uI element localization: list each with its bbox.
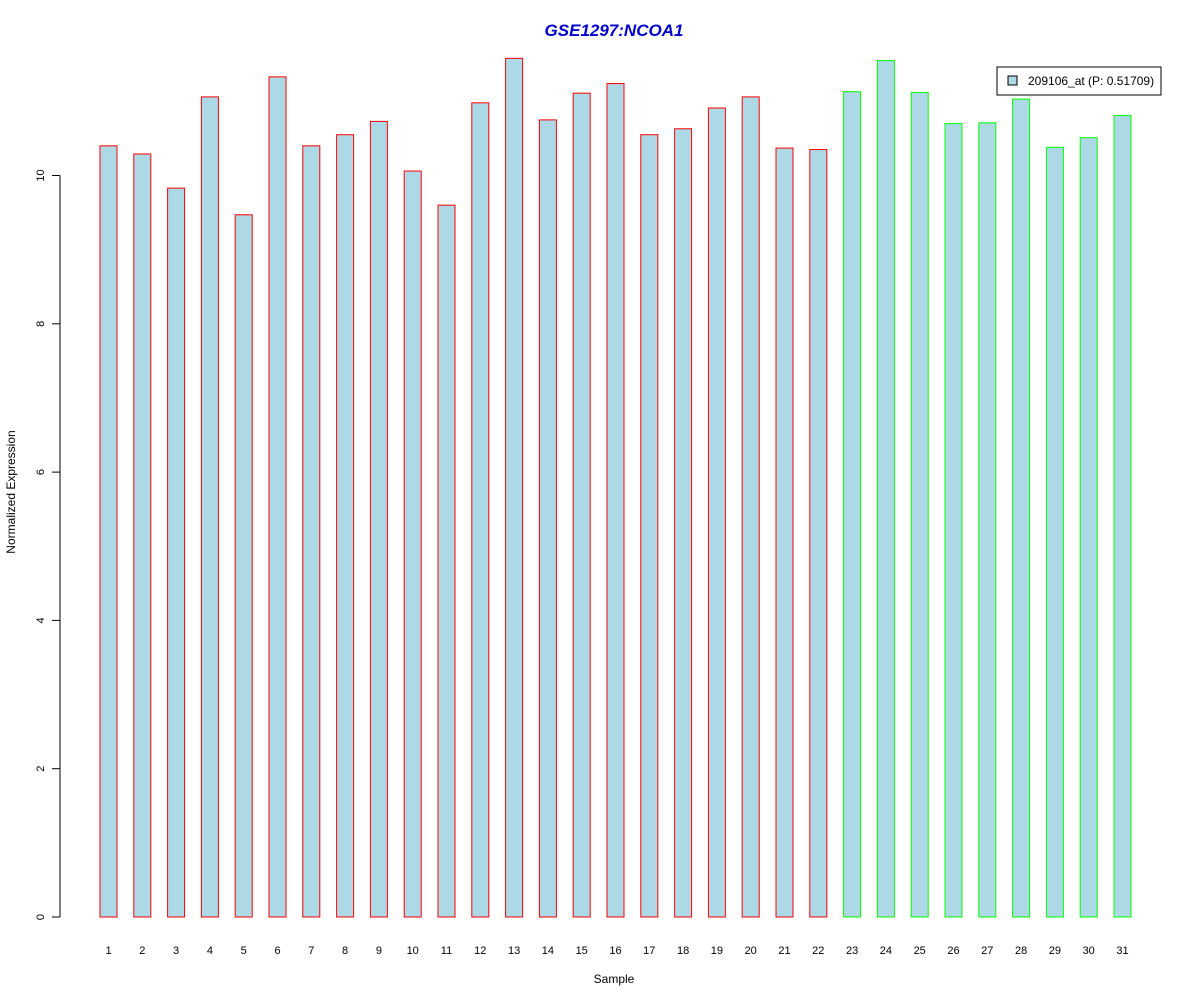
x-tick-label: 11 — [441, 945, 452, 957]
x-tick-label: 31 — [1116, 945, 1128, 957]
x-tick-label: 24 — [880, 945, 892, 957]
bar-27 — [978, 122, 997, 918]
x-tick-label: 25 — [914, 945, 926, 957]
bar-12 — [471, 102, 490, 918]
x-tick-label: 16 — [609, 945, 621, 957]
x-tick-label: 7 — [308, 945, 314, 957]
x-tick-label: 3 — [173, 945, 179, 957]
bar-22 — [809, 149, 828, 918]
bar-28 — [1012, 98, 1031, 918]
bar-31 — [1113, 114, 1132, 918]
bar-10 — [403, 170, 422, 918]
legend-swatch — [1007, 75, 1018, 86]
y-axis-title: Normalized Expression — [4, 430, 18, 553]
bar-18 — [674, 128, 693, 918]
bar-15 — [572, 92, 591, 918]
bar-21 — [775, 147, 794, 918]
x-tick-label: 4 — [207, 945, 213, 957]
x-tick-label: 12 — [474, 945, 486, 957]
x-tick-label: 18 — [677, 945, 689, 957]
bar-19 — [707, 107, 726, 918]
y-tick-label: 8 — [35, 321, 47, 327]
bar-16 — [606, 83, 625, 918]
x-tick-label: 13 — [508, 945, 520, 957]
x-tick-label: 1 — [105, 945, 111, 957]
x-tick-label: 10 — [407, 945, 419, 957]
x-tick-label: 2 — [139, 945, 145, 957]
bar-26 — [944, 123, 963, 918]
x-tick-label: 14 — [542, 945, 554, 957]
bar-24 — [876, 60, 895, 918]
bar-20 — [741, 96, 760, 918]
bar-3 — [167, 187, 186, 918]
bar-1 — [99, 145, 118, 918]
x-tick-label: 8 — [342, 945, 348, 957]
legend-box — [996, 66, 1162, 96]
x-tick-label: 30 — [1083, 945, 1095, 957]
y-tick-label: 4 — [35, 617, 47, 623]
bar-17 — [640, 134, 659, 918]
x-tick-label: 22 — [812, 945, 824, 957]
x-tick-label: 26 — [947, 945, 959, 957]
legend: 209106_at (P: 0.51709) — [996, 66, 1162, 96]
bar-14 — [538, 119, 557, 918]
bar-29 — [1045, 146, 1064, 918]
x-tick-label: 6 — [274, 945, 280, 957]
y-axis: 0 2 4 6 8 10 — [35, 169, 61, 920]
x-tick-label: 5 — [241, 945, 247, 957]
bar-25 — [910, 91, 929, 918]
x-tick-label: 28 — [1015, 945, 1027, 957]
bar-8 — [336, 134, 355, 918]
x-tick-label: 9 — [376, 945, 382, 957]
x-tick-label: 15 — [576, 945, 588, 957]
x-tick-labels: 1 2 3 4 5 6 7 8 9 10 11 12 13 14 15 16 17 18 19 20 21 22 23 24 2… — [105, 945, 1128, 957]
y-tick-label: 10 — [35, 169, 47, 181]
x-tick-label: 29 — [1049, 945, 1061, 957]
y-tick-label: 0 — [35, 914, 47, 920]
y-tick-label: 6 — [35, 469, 47, 475]
x-tick-label: 17 — [643, 945, 655, 957]
bar-6 — [268, 76, 287, 918]
bar-5 — [234, 214, 253, 918]
x-tick-label: 20 — [745, 945, 757, 957]
x-tick-label: 23 — [846, 945, 858, 957]
bar-2 — [133, 153, 152, 918]
bar-4 — [200, 96, 219, 918]
bar-30 — [1079, 137, 1098, 918]
chart-title: GSE1297:NCOA1 — [545, 21, 684, 40]
x-tick-label: 27 — [981, 945, 993, 957]
bar-13 — [505, 57, 524, 918]
bar-9 — [369, 120, 388, 918]
x-axis-title: Sample — [594, 972, 635, 986]
y-tick-label: 2 — [35, 766, 47, 772]
x-tick-label: 19 — [711, 945, 723, 957]
x-tick-label: 21 — [778, 945, 790, 957]
bar-23 — [843, 91, 862, 918]
bars — [99, 57, 1132, 918]
bar-11 — [437, 204, 456, 918]
bar-7 — [302, 145, 321, 918]
legend-label: 209106_at (P: 0.51709) — [1028, 74, 1154, 88]
